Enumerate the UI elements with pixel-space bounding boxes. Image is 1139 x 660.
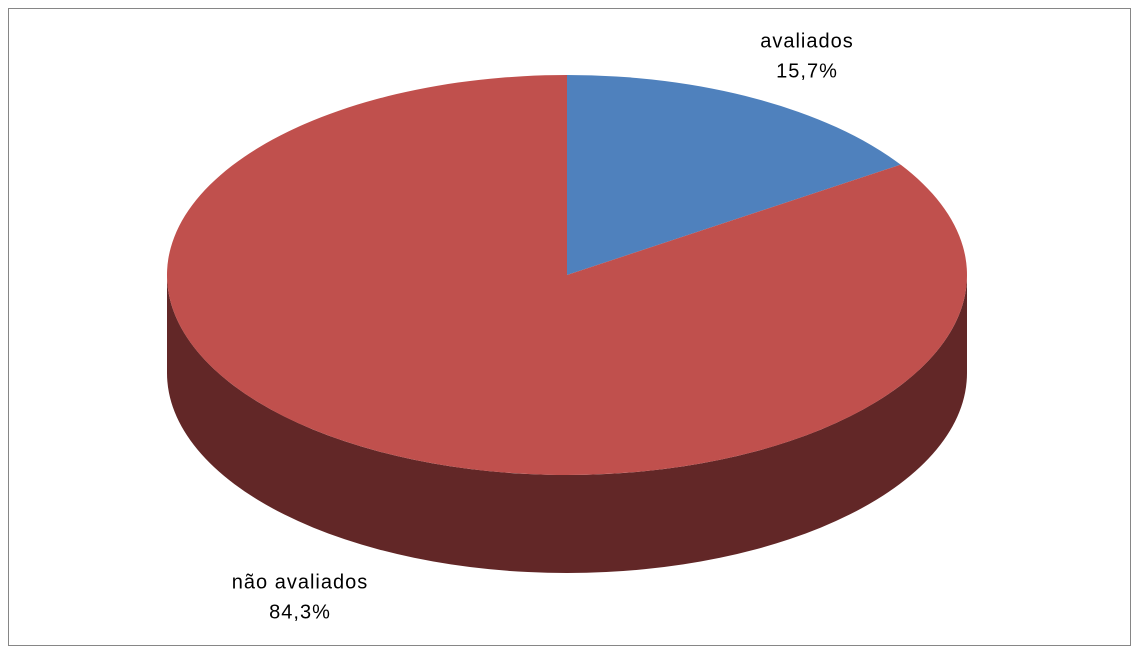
slice-label: avaliados: [760, 30, 854, 52]
slice: [166, 75, 967, 475]
slice-label: não avaliados: [232, 571, 368, 593]
slice-value-label: 84,3%: [269, 601, 331, 623]
slice-side: [167, 275, 967, 573]
slice: [567, 75, 901, 275]
slice-value-label: 15,7%: [776, 60, 838, 82]
